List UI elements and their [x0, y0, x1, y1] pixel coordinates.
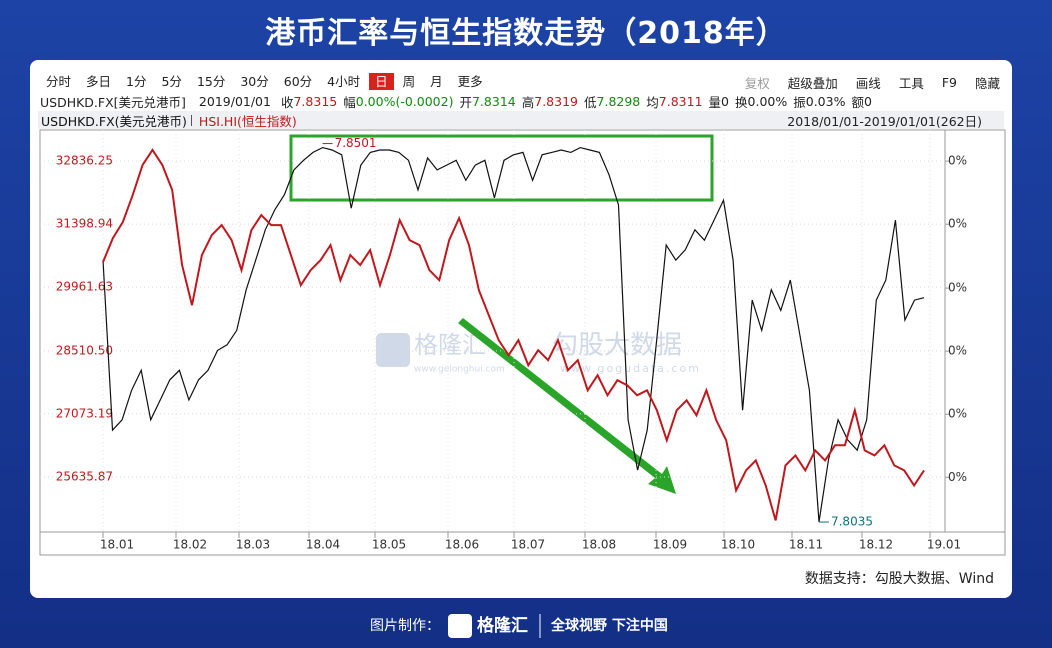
field-value: 0 — [863, 94, 872, 109]
tool-button[interactable]: 复权 — [744, 76, 770, 91]
field-value: 7.8314 — [471, 94, 516, 109]
x-tick-label: 18.12 — [859, 538, 893, 552]
x-tick-label: 18.05 — [372, 538, 406, 552]
x-tick-label: 18.04 — [306, 538, 340, 552]
field-label: 量 — [708, 95, 722, 110]
series-line — [102, 146, 925, 523]
footer-slogan: 全球视野 下注中国 — [550, 617, 668, 634]
y2-tick-label: 0% — [948, 470, 967, 484]
field-label: 高 — [521, 95, 535, 110]
period-button[interactable]: 更多 — [457, 74, 483, 89]
x-tick-label: 19.01 — [927, 538, 961, 552]
x-tick-label: 18.07 — [511, 538, 545, 552]
y-tick-label: 25635.87 — [56, 469, 113, 483]
period-button[interactable]: 4小时 — [327, 74, 361, 89]
y2-tick-label: 0% — [948, 217, 967, 231]
series-line — [102, 148, 925, 521]
period-button[interactable]: 多日 — [86, 74, 112, 89]
annotation: 7.8501 — [335, 136, 377, 150]
field-value: 0 — [721, 94, 729, 109]
legend-entry: HSI.HI(恒生指数) — [198, 113, 297, 129]
y-tick-label: 29961.63 — [56, 280, 113, 294]
field-label: 开 — [459, 95, 472, 110]
tool-button[interactable]: F9 — [941, 75, 957, 90]
y-tick-label: 27073.19 — [56, 406, 113, 420]
period-button[interactable]: 30分 — [240, 74, 269, 89]
field-value: 0.00% — [747, 94, 788, 109]
watermark-url: www.gelonghui.com — [414, 365, 505, 375]
field-label: 收 — [280, 95, 294, 110]
x-tick-label: 18.11 — [789, 538, 823, 552]
card: 分时 多日 1分 5分 15分 30分 60分 4小时日周月更多 复权 超级叠加 画线 工具 F9 隐藏… — [30, 60, 1012, 598]
field-label: 振 — [793, 95, 806, 110]
watermark-text: 格隆汇 — [414, 331, 486, 359]
x-tick-label: 18.08 — [582, 538, 616, 552]
period-button[interactable]: 15分 — [196, 74, 226, 89]
field-value: 7.8298 — [596, 94, 641, 109]
watermark-url: www.gogudata.com — [560, 362, 701, 375]
annotation: 7.8035 — [831, 515, 873, 529]
field-label: 低 — [584, 95, 597, 110]
tool-button[interactable]: 超级叠加 — [787, 76, 838, 91]
period-toolbar: 分时 多日 1分 5分 15分 30分 60分 4小时日周月更多 — [40, 73, 492, 90]
y2-tick-label: 0% — [948, 154, 967, 168]
footer-logo — [448, 614, 472, 638]
watermark: 格隆汇 www.gelonghui.com 勾股大数据 www.gogudata… — [376, 331, 701, 375]
footer-brand: 格隆汇 — [477, 615, 528, 636]
trend-arrow — [458, 318, 676, 494]
field-label: 换 — [735, 95, 748, 110]
footer-made-by: 图片制作： — [370, 618, 440, 634]
tool-toolbar: 复权 超级叠加 画线 工具 F9 隐藏 — [727, 73, 1000, 92]
field-label: 额 — [851, 95, 864, 110]
legend-entry: USDHKD.FX(美元兑港币) — [41, 113, 187, 129]
period-button[interactable]: 周 — [402, 74, 416, 89]
quote-info: USDHKD.FX[美元兑港币] 2019/01/01 收 7.8315 幅 0.00… — [40, 92, 878, 111]
y2-tick-label: 0% — [948, 344, 967, 358]
field-value: 0.03% — [805, 94, 846, 109]
legend-divider — [190, 114, 192, 126]
legend: USDHKD.FX(美元兑港币) HSI.HI(恒生指数) 2018/01/01… — [38, 111, 1004, 129]
y2-tick-label: 0% — [948, 281, 967, 295]
period-button[interactable]: 日 — [369, 73, 394, 90]
y-tick-label: 28510.50 — [56, 343, 113, 357]
period-button[interactable]: 月 — [430, 74, 443, 89]
period-button[interactable]: 分时 — [46, 74, 72, 89]
source: 数据支持：勾股大数据、Wind — [804, 571, 994, 587]
tool-button[interactable]: 工具 — [898, 76, 924, 91]
x-tick-label: 18.02 — [173, 538, 207, 552]
x-tick-label: 18.10 — [721, 538, 755, 552]
y-tick-label: 32836.25 — [56, 154, 113, 168]
symbol: USDHKD.FX[美元兑港币] — [40, 95, 186, 110]
y2-tick-label: 0% — [948, 407, 967, 421]
field-value: 7.8319 — [534, 94, 578, 109]
tool-button[interactable]: 隐藏 — [974, 76, 1000, 91]
plot-frame — [39, 129, 1006, 556]
field-value: 0.00%(-0.0002) — [355, 94, 454, 109]
title: 港币汇率与恒生指数走势（2018年） — [265, 16, 787, 51]
x-tick-label: 18.01 — [100, 538, 134, 552]
x-tick-label: 18.03 — [236, 538, 270, 552]
field-value: 7.8311 — [658, 94, 703, 109]
tool-button[interactable]: 画线 — [855, 76, 881, 91]
y-tick-label: 31398.94 — [56, 217, 113, 231]
watermark-logo — [376, 333, 410, 367]
highlight-box — [289, 134, 714, 202]
watermark-text: 勾股大数据 — [552, 331, 682, 361]
field-value: 7.8315 — [293, 94, 338, 109]
period-button[interactable]: 1分 — [126, 74, 147, 89]
period-button[interactable]: 5分 — [161, 74, 182, 89]
x-tick-label: 18.09 — [653, 538, 687, 552]
x-tick-label: 18.06 — [445, 538, 479, 552]
date: 2019/01/01 — [198, 94, 271, 109]
field-label: 均 — [646, 95, 659, 110]
period-button[interactable]: 60分 — [283, 74, 313, 89]
field-label: 幅 — [343, 95, 356, 110]
range-label: 2018/01/01-2019/01/01(262日) — [787, 113, 982, 129]
